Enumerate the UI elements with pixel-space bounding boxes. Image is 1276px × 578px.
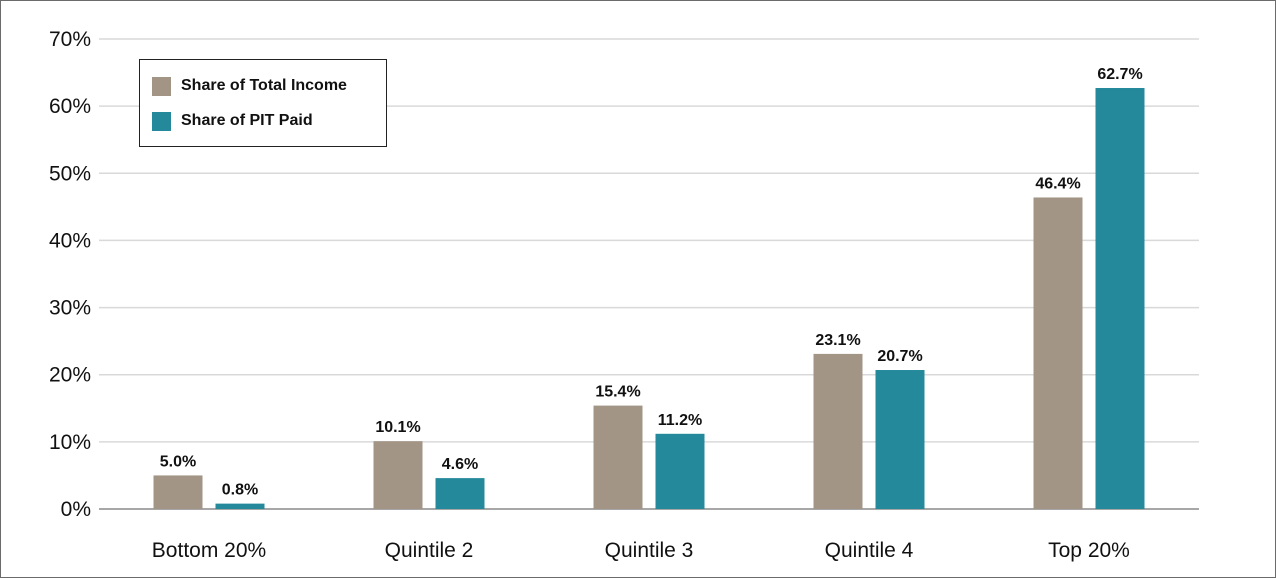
data-label-income: 46.4% (1035, 175, 1080, 192)
y-tick-label: 20% (49, 364, 91, 387)
category-label: Bottom 20% (152, 539, 266, 562)
legend-item-income: Share of Total Income (152, 75, 347, 97)
y-axis-tick-labels: 0% 10% 20% 30% 40% 50% 60% 70% (49, 28, 91, 521)
bar-pit (435, 478, 485, 509)
category-label: Quintile 4 (825, 539, 914, 562)
bar-pit (655, 433, 705, 509)
category-label: Quintile 2 (385, 539, 474, 562)
legend-label-pit: Share of PIT Paid (181, 112, 313, 129)
bar-pit (1095, 88, 1145, 509)
y-tick-label: 40% (49, 229, 91, 252)
bar-income (373, 441, 423, 509)
category-label: Top 20% (1048, 539, 1130, 562)
data-label-pit: 4.6% (442, 456, 478, 473)
bar-pit (215, 503, 265, 509)
data-labels: 5.0% 0.8% 10.1% 4.6% 15.4% 11.2% 23.1% 20.7% 46.… (160, 66, 1143, 499)
y-tick-label: 70% (49, 28, 91, 51)
y-tick-label: 10% (49, 431, 91, 454)
bar-income (813, 353, 863, 509)
y-tick-label: 30% (49, 297, 91, 320)
data-label-pit: 0.8% (222, 482, 258, 499)
bar-income (153, 475, 203, 509)
y-tick-label: 0% (61, 498, 91, 521)
legend: Share of Total Income Share of PIT Paid (139, 59, 387, 147)
data-label-income: 5.0% (160, 453, 196, 470)
data-label-income: 10.1% (375, 419, 420, 436)
legend-item-pit: Share of PIT Paid (152, 110, 313, 132)
data-label-income: 15.4% (595, 384, 640, 401)
x-axis-category-labels: Bottom 20% Quintile 2 Quintile 3 Quintile 4… (152, 539, 1130, 562)
y-tick-label: 60% (49, 95, 91, 118)
legend-swatch-income (152, 76, 171, 96)
legend-label-income: Share of Total Income (181, 77, 347, 94)
legend-swatch-pit (152, 111, 171, 131)
data-label-pit: 11.2% (658, 412, 702, 429)
data-label-pit: 20.7% (877, 348, 922, 365)
y-tick-label: 50% (49, 162, 91, 185)
bars (153, 88, 1145, 509)
bar-income (1033, 197, 1083, 509)
bar-income (593, 405, 643, 509)
category-label: Quintile 3 (605, 539, 694, 562)
data-label-income: 23.1% (815, 332, 860, 349)
data-label-pit: 62.7% (1097, 66, 1142, 83)
bar-pit (875, 370, 925, 509)
